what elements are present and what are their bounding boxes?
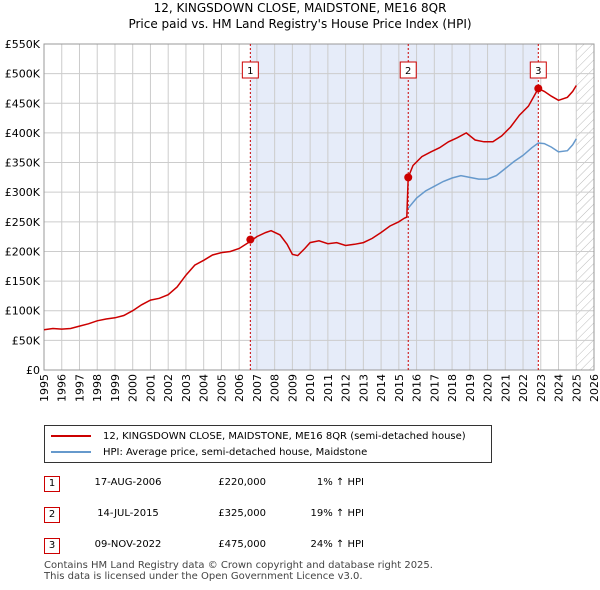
y-tick-label: £500K [5, 68, 41, 81]
y-tick-label: £0 [26, 364, 40, 377]
x-tick-label: 2013 [357, 374, 370, 402]
x-tick-label: 2021 [499, 374, 512, 402]
x-tick-label: 2022 [517, 374, 530, 402]
x-tick-label: 2015 [393, 374, 406, 402]
plot-border [43, 43, 595, 371]
y-tick-label: £350K [5, 157, 41, 170]
forecast-hatch [576, 44, 594, 370]
legend-label-hpi: HPI: Average price, semi-detached house,… [103, 446, 368, 458]
transaction-price: £325,000 [218, 508, 266, 519]
x-tick-label: 2008 [269, 374, 282, 402]
marker-label: 3 [535, 66, 541, 77]
transaction-date: 14-JUL-2015 [97, 508, 159, 519]
transaction-row: 3 09-NOV-2022 £475,000 24% ↑ HPI [44, 538, 484, 554]
x-tick-label: 2003 [180, 374, 193, 402]
y-tick-label: £450K [5, 97, 41, 110]
x-tick-label: 2009 [286, 374, 299, 402]
legend-item-property: 12, KINGSDOWN CLOSE, MAIDSTONE, ME16 8QR… [51, 429, 466, 443]
y-tick-label: £300K [5, 186, 41, 199]
legend-item-hpi: HPI: Average price, semi-detached house,… [51, 445, 367, 459]
transaction-hpi: 19% ↑ HPI [310, 508, 364, 519]
x-tick-label: 2014 [375, 374, 388, 402]
x-tick-label: 2000 [127, 374, 140, 402]
x-tick-label: 2012 [340, 374, 353, 402]
transaction-number: 2 [44, 507, 60, 523]
sale-point [534, 84, 543, 93]
x-tick-label: 2010 [304, 374, 317, 402]
x-tick-label: 2025 [570, 374, 583, 402]
transaction-price: £475,000 [218, 539, 266, 550]
chart-title: 12, KINGSDOWN CLOSE, MAIDSTONE, ME16 8QR [153, 1, 447, 15]
y-tick-label: £250K [5, 216, 41, 229]
footer-copyright: Contains HM Land Registry data © Crown c… [44, 560, 433, 571]
x-tick-label: 2006 [233, 374, 246, 402]
property-price-line [43, 85, 577, 331]
x-tick-label: 2018 [446, 374, 459, 402]
transaction-hpi: 24% ↑ HPI [310, 539, 364, 550]
marker-label: 1 [247, 66, 253, 77]
y-tick-label: £550K [5, 38, 41, 51]
x-tick-label: 1998 [91, 374, 104, 402]
transaction-hpi: 1% ↑ HPI [316, 477, 364, 488]
transaction-row: 1 17-AUG-2006 £220,000 1% ↑ HPI [44, 476, 484, 492]
x-tick-label: 2005 [215, 374, 228, 402]
y-tick-label: £200K [5, 245, 41, 258]
y-tick-label: £50K [12, 334, 41, 347]
transaction-number: 3 [44, 538, 60, 554]
x-tick-label: 2026 [588, 374, 600, 402]
transaction-date: 09-NOV-2022 [94, 539, 162, 550]
transaction-number: 1 [44, 476, 60, 492]
shaded-period [250, 44, 409, 370]
footer-licence: This data is licensed under the Open Gov… [44, 571, 363, 582]
transaction-date: 17-AUG-2006 [94, 477, 162, 488]
x-tick-label: 2017 [428, 374, 441, 402]
sale-point [246, 235, 255, 244]
marker-label-box [529, 61, 547, 79]
legend-label-property: 12, KINGSDOWN CLOSE, MAIDSTONE, ME16 8QR… [103, 430, 466, 442]
y-tick-label: £100K [5, 305, 41, 318]
transaction-row: 2 14-JUL-2015 £325,000 19% ↑ HPI [44, 507, 484, 523]
x-tick-label: 2004 [198, 374, 211, 402]
marker-label-box [399, 61, 417, 79]
marker-label: 2 [405, 66, 411, 77]
x-tick-label: 2024 [553, 374, 566, 402]
sale-point [404, 173, 413, 182]
legend: 12, KINGSDOWN CLOSE, MAIDSTONE, ME16 8QR… [44, 425, 492, 463]
x-tick-label: 1995 [38, 374, 51, 402]
legend-swatch-property [51, 435, 91, 437]
marker-label-box [241, 61, 259, 79]
transaction-price: £220,000 [218, 477, 266, 488]
x-tick-label: 2002 [162, 374, 175, 402]
shaded-period [408, 44, 539, 370]
hpi-line [407, 138, 577, 209]
chart-subtitle: Price paid vs. HM Land Registry's House … [128, 17, 472, 31]
y-tick-label: £150K [5, 275, 41, 288]
x-tick-label: 2023 [535, 374, 548, 402]
x-tick-label: 2007 [251, 374, 264, 402]
y-tick-label: £400K [5, 127, 41, 140]
x-tick-label: 2020 [482, 374, 495, 402]
x-tick-label: 2019 [464, 374, 477, 402]
price-chart: £0 £50K £100K £150K £200K £250K £300K £350K £400… [5, 38, 600, 402]
legend-swatch-hpi [51, 451, 91, 453]
x-tick-label: 1997 [73, 374, 86, 402]
x-tick-label: 1999 [109, 374, 122, 402]
x-tick-label: 2001 [144, 374, 157, 402]
x-tick-label: 2011 [322, 374, 335, 402]
x-tick-label: 1996 [56, 374, 69, 402]
x-tick-label: 2016 [411, 374, 424, 402]
